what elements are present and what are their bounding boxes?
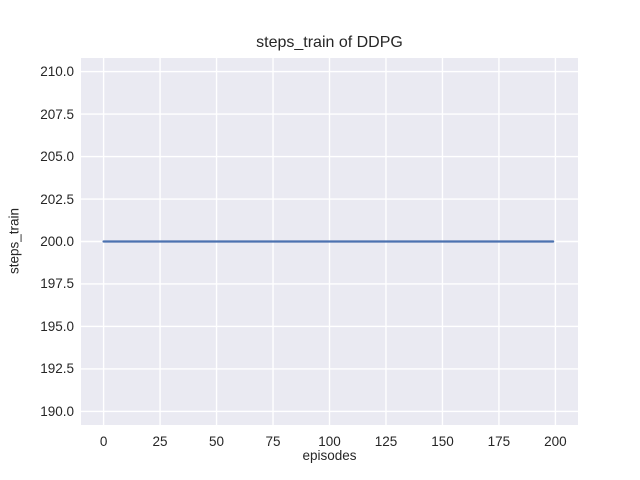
y-tick-label: 197.5	[40, 276, 74, 292]
chart-title: steps_train of DDPG	[256, 34, 403, 51]
y-tick-label: 195.0	[40, 318, 74, 334]
x-tick-label: 100	[318, 434, 341, 449]
plot-area	[81, 58, 578, 425]
x-tick-label: 175	[487, 434, 511, 449]
x-tick-label: 50	[209, 434, 225, 449]
y-tick-label: 207.5	[40, 106, 74, 122]
x-tick-label: 0	[99, 434, 108, 449]
plot-canvas	[81, 58, 578, 425]
y-tick-label: 202.5	[40, 191, 74, 207]
y-tick-label: 205.0	[40, 149, 74, 165]
x-tick-label: 75	[265, 434, 281, 449]
y-tick-label: 192.5	[40, 361, 74, 377]
x-tick-label: 25	[152, 434, 168, 449]
x-tick-label: 125	[374, 434, 398, 449]
y-tick-label: 200.0	[40, 234, 74, 249]
y-tick-label: 210.0	[40, 64, 74, 80]
x-tick-label: 150	[431, 434, 454, 449]
y-tick-label: 190.0	[40, 403, 74, 419]
x-tick-label: 200	[544, 434, 567, 449]
x-axis-label: episodes	[302, 448, 357, 463]
